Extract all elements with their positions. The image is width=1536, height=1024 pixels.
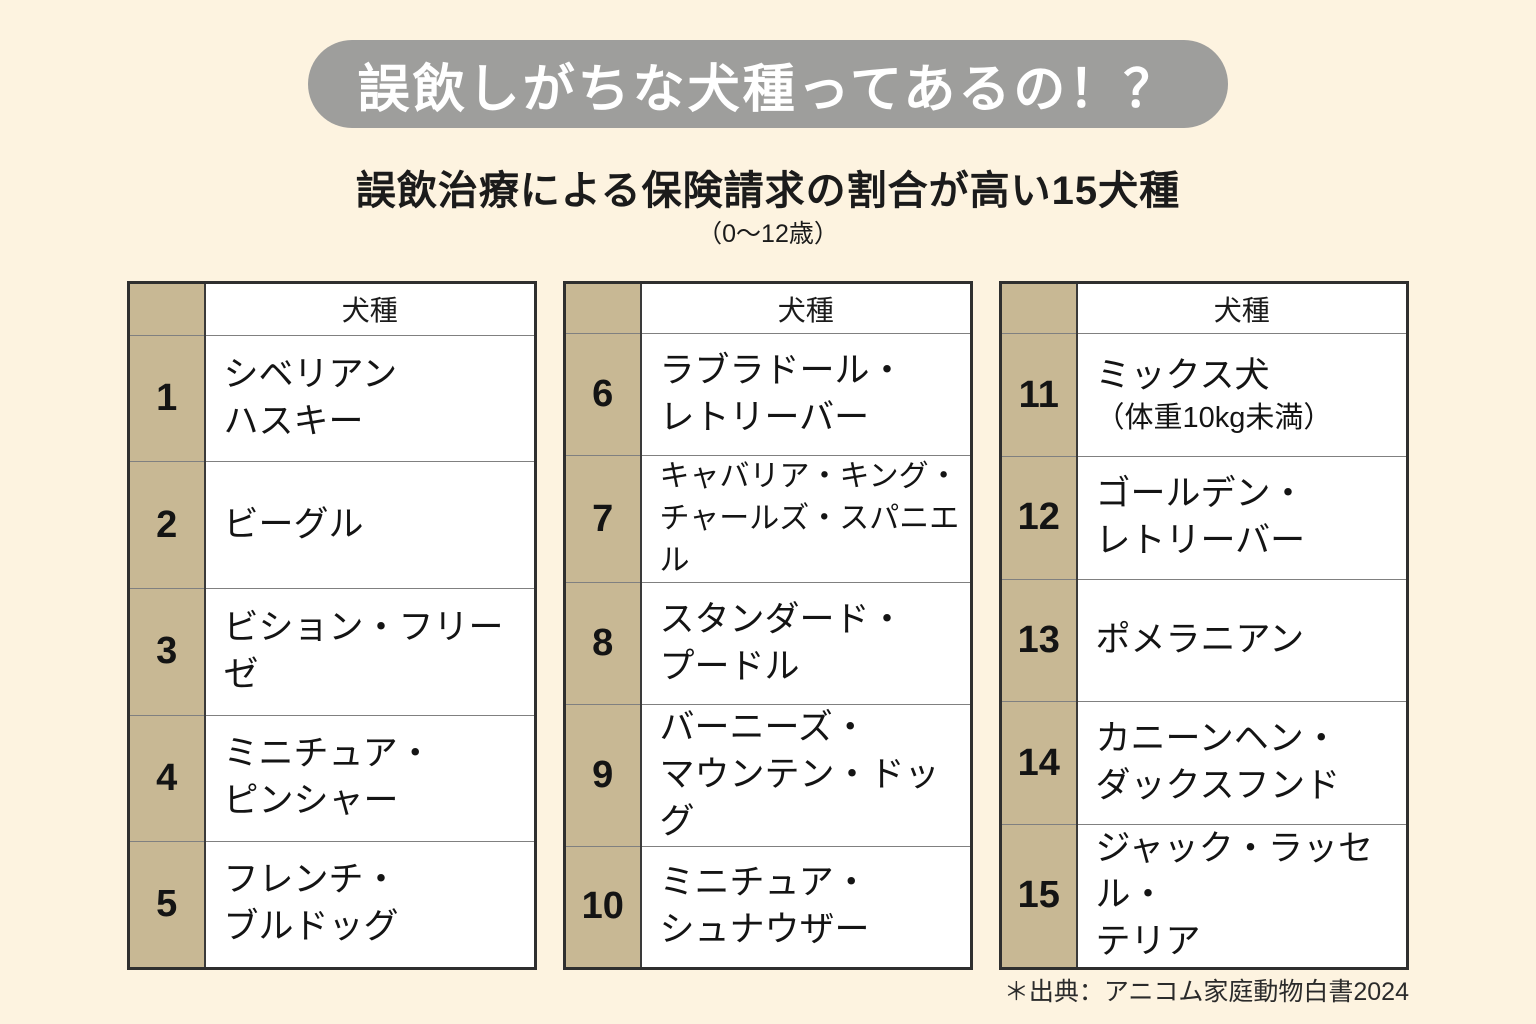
rank-number: 3 [128, 587, 206, 716]
rank-number: 6 [564, 333, 642, 456]
breed-name: ミニチュア・ ピンシャー [223, 734, 433, 821]
table-row: 9 バーニーズ・ マウンテン・ドッグ [564, 704, 972, 847]
table-row: 7 キャバリア・キング・ チャールズ・スパニエル [564, 455, 972, 583]
chart-subtitle: 誤飲治療による保険請求の割合が高い15犬種 [355, 169, 1181, 213]
rank-number: 9 [564, 704, 642, 847]
page-title: 誤飲しがちな犬種ってあるの！？ [357, 60, 1179, 119]
ranking-table-1: 犬種 1 シベリアン ハスキー 2 ビーグル 3 ビション・フリーゼ 4 ミニチ… [127, 281, 537, 970]
breed-column-header: 犬種 [1076, 281, 1408, 335]
breed-name: ジャック・ラッセル・ テリア [1095, 828, 1374, 962]
breed-name: ミニチュア・ シュナウザー [659, 862, 870, 949]
ranking-tables: 犬種 1 シベリアン ハスキー 2 ビーグル 3 ビション・フリーゼ 4 ミニチ… [127, 281, 1409, 970]
breed-name: ポメラニアン [1095, 620, 1305, 660]
table-row: 14 カニーンヘン・ ダックスフンド [1000, 701, 1408, 826]
rank-number: 13 [1000, 578, 1078, 703]
title-pill: 誤飲しがちな犬種ってあるの！？ [308, 40, 1228, 128]
table-row: 8 スタンダード・ プードル [564, 582, 972, 705]
breed-column-header: 犬種 [204, 282, 536, 336]
breed-name: ビション・フリーゼ [223, 607, 504, 694]
table-row: 10 ミニチュア・ シュナウザー [564, 845, 972, 969]
table-row: 11 ミックス犬 （体重10kg未満） [1000, 333, 1408, 457]
table-row: 15 ジャック・ラッセル・ テリア [1000, 824, 1408, 969]
rank-header-cell [128, 282, 206, 336]
table-row: 5 フレンチ・ ブルドッグ [128, 841, 536, 969]
breed-name: ビーグル [223, 504, 364, 544]
table-row: 2 ビーグル [128, 461, 536, 589]
table-row: 3 ビション・フリーゼ [128, 587, 536, 716]
rank-number: 12 [1000, 456, 1078, 580]
rank-number: 15 [1000, 824, 1078, 969]
breed-weight-note: （体重10kg未満） [1095, 401, 1333, 434]
breed-name: ゴールデン・ レトリーバー [1095, 473, 1306, 560]
rank-number: 4 [128, 714, 206, 843]
rank-number: 7 [564, 455, 642, 583]
ranking-table-3: 犬種 11 ミックス犬 （体重10kg未満） 12 ゴールデン・ レトリーバー … [999, 281, 1409, 970]
breed-name: キャバリア・キング・ チャールズ・スパニエル [659, 460, 960, 577]
breed-name: ラブラドール・ レトリーバー [659, 350, 905, 437]
table-row: 13 ポメラニアン [1000, 578, 1408, 703]
breed-name: スタンダード・ プードル [659, 599, 905, 686]
rank-header-cell [564, 282, 642, 334]
breed-name: カニーンヘン・ ダックスフンド [1095, 719, 1341, 806]
table-header-row: 犬種 [1000, 281, 1408, 335]
table-row: 6 ラブラドール・ レトリーバー [564, 333, 972, 456]
breed-name: バーニーズ・ マウンテン・ドッグ [659, 708, 940, 841]
rank-header-cell [1000, 281, 1078, 335]
rank-number: 14 [1000, 701, 1078, 826]
breed-name: シベリアン ハスキー [223, 354, 398, 441]
table-header-row: 犬種 [128, 282, 536, 336]
ranking-table-2: 犬種 6 ラブラドール・ レトリーバー 7 キャバリア・キング・ チャールズ・ス… [563, 281, 973, 970]
rank-number: 10 [564, 845, 642, 969]
table-row: 1 シベリアン ハスキー [128, 334, 536, 463]
breed-name: フレンチ・ ブルドッグ [223, 860, 399, 947]
breed-column-header: 犬種 [640, 282, 972, 334]
table-header-row: 犬種 [564, 282, 972, 334]
rank-number: 1 [128, 334, 206, 463]
rank-number: 5 [128, 841, 206, 969]
source-note: ＊出典：アニコム家庭動物白書2024 [1003, 978, 1409, 1006]
rank-number: 2 [128, 461, 206, 589]
rank-number: 11 [1000, 333, 1078, 457]
table-row: 12 ゴールデン・ レトリーバー [1000, 456, 1408, 580]
age-range-note: （0〜12歳） [697, 220, 839, 248]
breed-name: ミックス犬 [1095, 355, 1270, 395]
rank-number: 8 [564, 582, 642, 705]
table-row: 4 ミニチュア・ ピンシャー [128, 714, 536, 843]
